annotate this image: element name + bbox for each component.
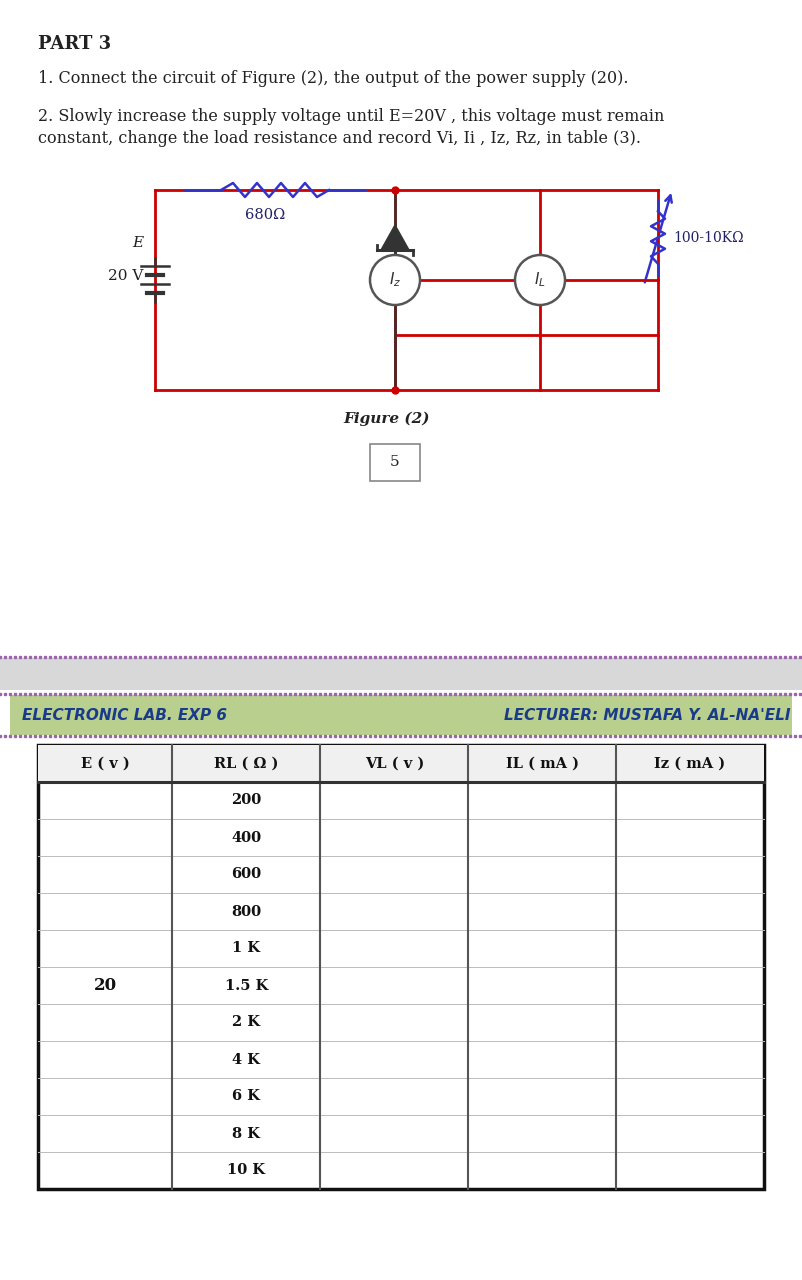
Text: VL ( v ): VL ( v )	[365, 756, 424, 771]
Text: 600: 600	[231, 868, 261, 882]
Text: 4 K: 4 K	[233, 1052, 261, 1066]
Text: 6 K: 6 K	[233, 1089, 261, 1103]
FancyBboxPatch shape	[370, 444, 420, 481]
Text: E ( v ): E ( v )	[81, 756, 130, 771]
Text: 1.5 K: 1.5 K	[225, 978, 268, 992]
Text: 20 V: 20 V	[107, 269, 143, 283]
Text: 100-10KΩ: 100-10KΩ	[673, 230, 743, 244]
Text: 2 K: 2 K	[233, 1015, 261, 1029]
Text: PART 3: PART 3	[38, 35, 111, 52]
Text: 10 K: 10 K	[228, 1164, 265, 1178]
Polygon shape	[381, 225, 409, 250]
Bar	[38, 745, 764, 782]
Text: IL ( mA ): IL ( mA )	[506, 756, 579, 771]
Text: $I_z$: $I_z$	[389, 270, 401, 289]
Text: 2. Slowly increase the supply voltage until E=20V , this voltage must remain: 2. Slowly increase the supply voltage un…	[38, 108, 664, 125]
Text: 8 K: 8 K	[233, 1126, 261, 1140]
Text: 800: 800	[231, 905, 261, 919]
Text: 400: 400	[231, 831, 261, 845]
Text: 1 K: 1 K	[233, 942, 261, 955]
Bar	[0, 658, 802, 690]
Text: 680Ω: 680Ω	[245, 207, 286, 221]
Text: Figure (2): Figure (2)	[343, 412, 430, 426]
Text: constant, change the load resistance and record Vi, Ii , Iz, Rz, in table (3).: constant, change the load resistance and…	[38, 131, 641, 147]
Text: 200: 200	[231, 794, 261, 808]
Text: RL ( Ω ): RL ( Ω )	[214, 756, 278, 771]
Bar	[38, 745, 764, 1189]
Text: $I_L$: $I_L$	[534, 270, 546, 289]
Text: E: E	[132, 236, 143, 250]
Text: ELECTRONIC LAB. EXP 6: ELECTRONIC LAB. EXP 6	[22, 708, 227, 722]
Text: 5: 5	[391, 456, 400, 470]
Text: LECTURER: MUSTAFA Y. AL-NA'ELI: LECTURER: MUSTAFA Y. AL-NA'ELI	[504, 708, 790, 722]
Bar	[10, 695, 792, 735]
Circle shape	[370, 255, 420, 305]
Text: 20: 20	[94, 977, 117, 995]
Circle shape	[515, 255, 565, 305]
Text: Iz ( mA ): Iz ( mA )	[654, 756, 726, 771]
Text: 1. Connect the circuit of Figure (2), the output of the power supply (20).: 1. Connect the circuit of Figure (2), th…	[38, 70, 629, 87]
